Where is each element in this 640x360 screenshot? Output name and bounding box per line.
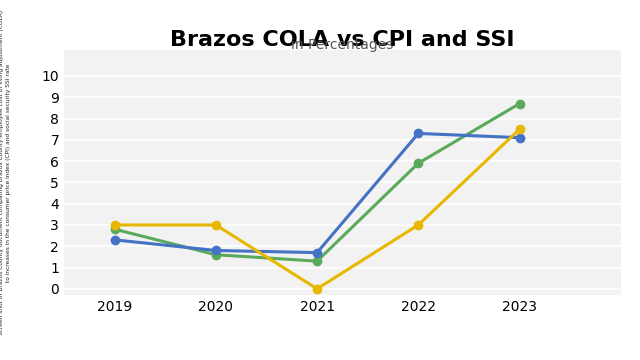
SSI (111, 227, 118, 231)
Line: SSI: SSI (111, 99, 524, 265)
BC COLA (415, 223, 422, 227)
CPI (516, 135, 524, 140)
BC COLA (212, 223, 220, 227)
SSI (313, 259, 321, 263)
BC COLA (313, 287, 321, 291)
Line: BC COLA: BC COLA (111, 125, 524, 293)
Title: Brazos COLA vs CPI and SSI: Brazos COLA vs CPI and SSI (170, 30, 515, 50)
SSI (212, 253, 220, 257)
BC COLA (111, 223, 118, 227)
SSI (415, 161, 422, 165)
SSI (516, 102, 524, 106)
Line: CPI: CPI (111, 129, 524, 257)
BC COLA (516, 127, 524, 131)
CPI (111, 238, 118, 242)
CPI (212, 248, 220, 253)
CPI (313, 251, 321, 255)
Text: in Percentages: in Percentages (291, 38, 394, 52)
Text: Screen shot of Brazos County document comparing Brazos County employee cost of l: Screen shot of Brazos County document co… (0, 10, 11, 336)
CPI (415, 131, 422, 136)
